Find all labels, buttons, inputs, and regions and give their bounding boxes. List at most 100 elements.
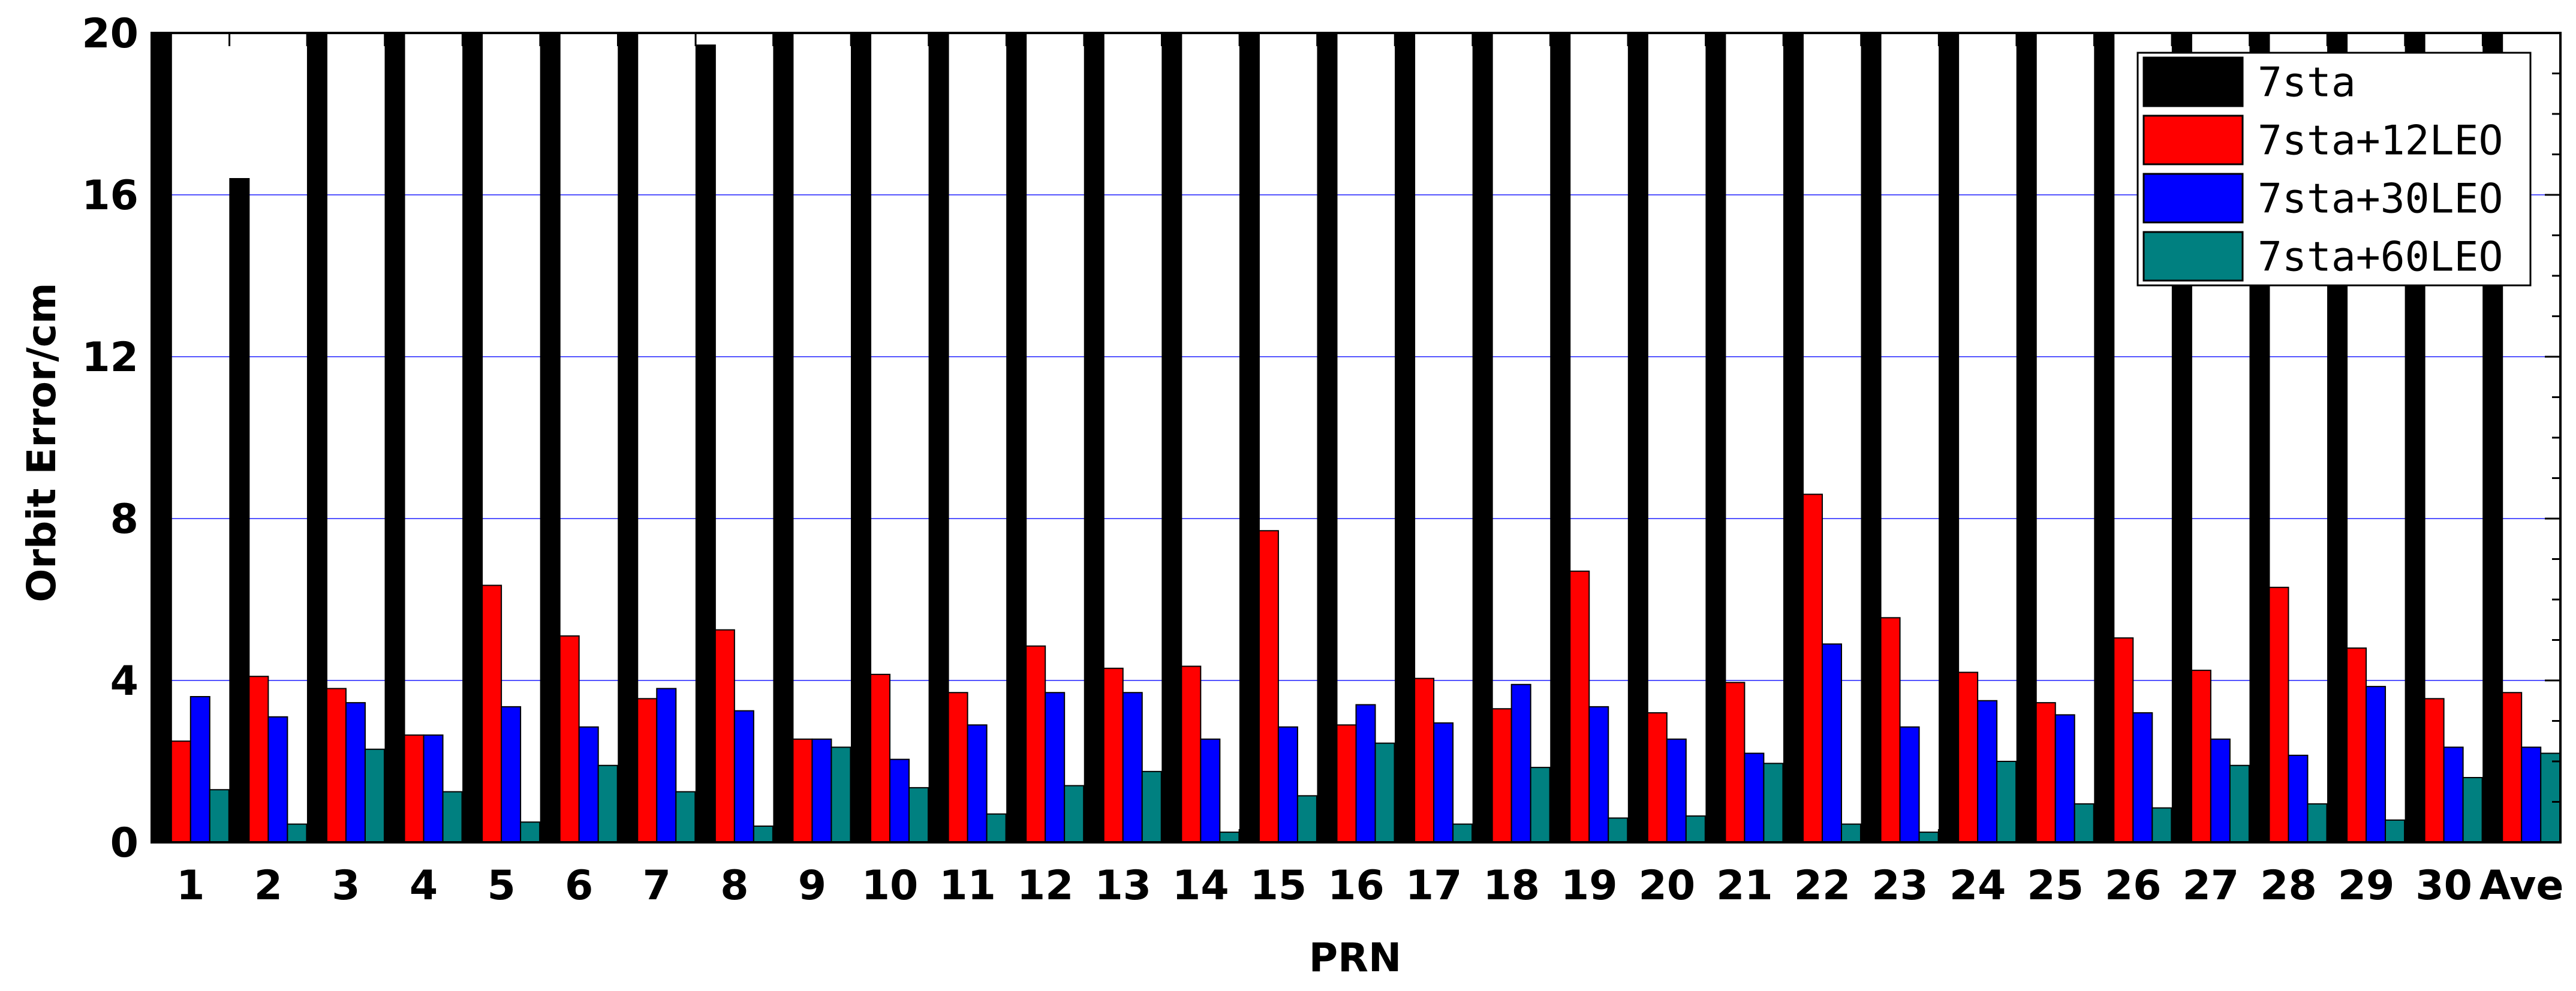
bar bbox=[1472, 32, 1493, 843]
x-axis-title: PRN bbox=[1309, 935, 1401, 981]
y-tick-label: 4 bbox=[110, 658, 139, 705]
bar bbox=[1103, 667, 1124, 843]
bar bbox=[1161, 32, 1182, 843]
bar bbox=[1977, 700, 1998, 843]
bar bbox=[229, 178, 250, 843]
bar bbox=[2502, 692, 2523, 843]
bar bbox=[540, 32, 561, 843]
bar bbox=[695, 44, 716, 843]
x-tick-label: 21 bbox=[1716, 862, 1773, 909]
bar bbox=[248, 676, 269, 843]
bar bbox=[967, 724, 988, 843]
bar bbox=[2521, 746, 2542, 843]
bar bbox=[675, 791, 696, 843]
bar bbox=[753, 826, 774, 843]
bar bbox=[462, 32, 483, 843]
bar bbox=[986, 813, 1007, 843]
bar bbox=[1084, 32, 1105, 843]
bar bbox=[870, 673, 891, 843]
bar bbox=[1374, 742, 1395, 843]
x-tick-label: 19 bbox=[1561, 862, 1618, 909]
bar bbox=[1122, 692, 1143, 843]
bar bbox=[442, 791, 463, 843]
bar bbox=[928, 32, 949, 843]
bar bbox=[1666, 738, 1687, 843]
bar bbox=[1821, 643, 1842, 843]
bar bbox=[714, 629, 735, 843]
bar bbox=[1006, 32, 1027, 843]
bar bbox=[306, 32, 327, 843]
bar bbox=[1550, 32, 1571, 843]
bar bbox=[267, 716, 288, 843]
bar bbox=[1705, 32, 1726, 843]
x-tick-label: 7 bbox=[643, 862, 671, 909]
x-tick-label: 14 bbox=[1172, 862, 1229, 909]
x-tick-label: 12 bbox=[1017, 862, 1074, 909]
x-tick-label: 11 bbox=[939, 862, 996, 909]
bar bbox=[2385, 819, 2406, 843]
x-tick-label: 2 bbox=[254, 862, 282, 909]
bar bbox=[1899, 726, 1920, 843]
bar bbox=[1530, 767, 1551, 843]
bar bbox=[889, 758, 910, 843]
x-tick-label: 17 bbox=[1406, 862, 1462, 909]
bar bbox=[2462, 777, 2483, 843]
bar bbox=[2229, 764, 2250, 843]
bar bbox=[1996, 761, 2017, 843]
x-tick-label: 23 bbox=[1871, 862, 1928, 909]
bar bbox=[482, 585, 502, 843]
bar bbox=[1802, 493, 1823, 843]
bar bbox=[2443, 746, 2464, 843]
bar bbox=[1258, 530, 1279, 843]
bar bbox=[2346, 647, 2367, 843]
bar bbox=[1763, 763, 1784, 843]
bar bbox=[1510, 683, 1531, 843]
bar bbox=[830, 746, 851, 843]
x-tick-label: 10 bbox=[862, 862, 919, 909]
bar bbox=[1491, 708, 1512, 843]
bar bbox=[170, 740, 191, 843]
bar bbox=[1918, 832, 1939, 843]
bar bbox=[637, 698, 658, 843]
bar bbox=[2210, 738, 2231, 843]
bar bbox=[2540, 752, 2561, 843]
y-tick-label: 0 bbox=[110, 820, 139, 867]
bar bbox=[287, 823, 308, 843]
bars-group bbox=[151, 32, 2561, 843]
bar bbox=[2424, 698, 2445, 843]
bar bbox=[2094, 32, 2115, 843]
x-tick-label: 9 bbox=[798, 862, 826, 909]
y-axis-title: Orbit Error/cm bbox=[19, 282, 65, 602]
bar bbox=[618, 32, 639, 843]
bar bbox=[1685, 815, 1706, 843]
bar bbox=[520, 821, 541, 843]
bar bbox=[578, 726, 599, 843]
bar bbox=[1064, 785, 1085, 843]
bar bbox=[2035, 702, 2056, 843]
x-tick-label: 29 bbox=[2338, 862, 2395, 909]
bar bbox=[1588, 706, 1609, 843]
bar bbox=[1744, 752, 1765, 843]
x-tick-label: Ave bbox=[2479, 862, 2564, 909]
bar bbox=[947, 692, 968, 843]
x-tick-label: 3 bbox=[332, 862, 360, 909]
bar bbox=[1725, 682, 1746, 843]
y-tick-label: 12 bbox=[82, 334, 139, 381]
legend-label: 7sta+30LEO bbox=[2258, 176, 2503, 223]
bar bbox=[189, 696, 210, 843]
bar bbox=[1219, 832, 1240, 843]
bar bbox=[1277, 726, 1298, 843]
bar bbox=[1336, 724, 1357, 843]
bar bbox=[1627, 32, 1648, 843]
bar bbox=[1239, 32, 1260, 843]
bar bbox=[1200, 738, 1221, 843]
x-tick-label: 15 bbox=[1250, 862, 1307, 909]
bar bbox=[792, 738, 813, 843]
bar bbox=[1880, 617, 1901, 843]
x-tick-label: 5 bbox=[487, 862, 515, 909]
bar bbox=[404, 734, 425, 843]
x-tick-label: 16 bbox=[1328, 862, 1385, 909]
legend-label: 7sta+60LEO bbox=[2258, 234, 2503, 281]
